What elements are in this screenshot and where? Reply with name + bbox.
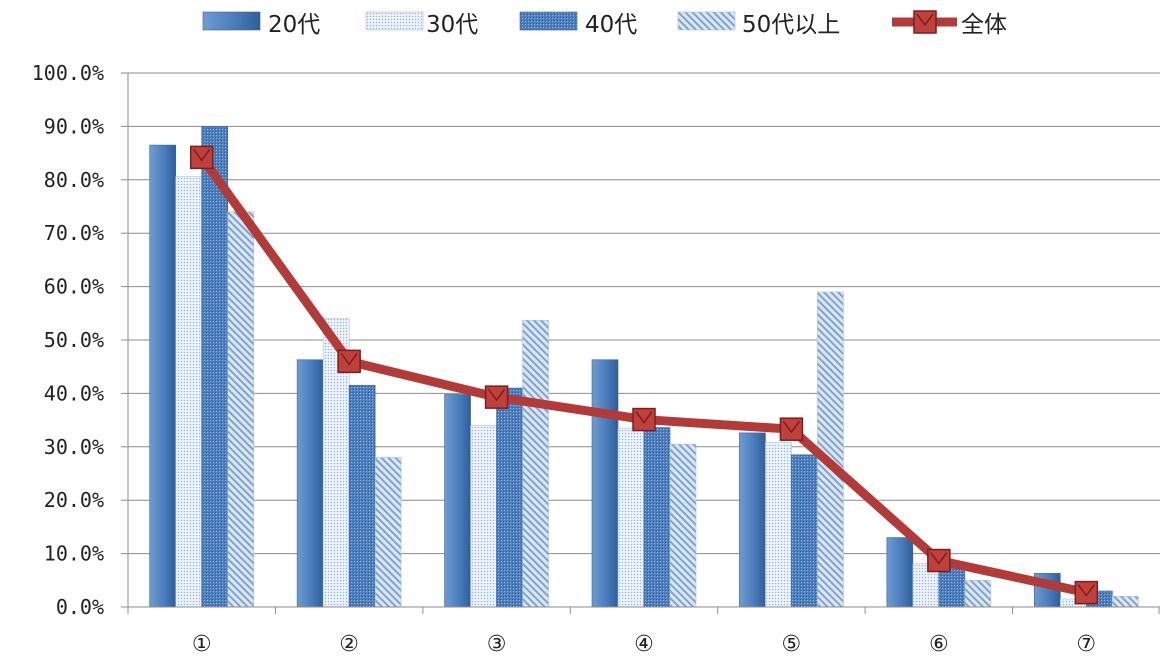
x-tick-label: ② — [339, 632, 359, 657]
bar-20代-⑤ — [739, 432, 766, 608]
legend-label-40代: 40代 — [585, 12, 637, 38]
line-marker-glyph — [340, 352, 358, 366]
bar-40代-③ — [496, 387, 523, 608]
bar-40代-② — [348, 385, 376, 608]
bar-50代以上-③ — [522, 319, 549, 608]
line-marker-glyph — [487, 388, 506, 402]
y-tick-label: 40.0% — [44, 381, 104, 405]
bar-40代-④ — [643, 427, 671, 608]
bar-50代以上-⑤ — [817, 291, 844, 608]
x-tick-label: ① — [192, 632, 212, 657]
y-tick-label: 50.0% — [44, 328, 104, 352]
legend-swatch-50代以上 — [677, 11, 736, 31]
bar-20代-⑥ — [886, 537, 914, 608]
y-tick-label: 90.0% — [44, 114, 104, 138]
y-tick-label: 0.0% — [56, 595, 104, 619]
y-tick-label: 100.0% — [32, 61, 104, 85]
line-marker-glyph — [1077, 584, 1095, 597]
bar-40代-① — [201, 126, 229, 608]
y-tick-label: 10.0% — [44, 542, 104, 566]
x-tick-label: ④ — [634, 632, 654, 657]
legend-marker-glyph — [916, 13, 934, 27]
y-tick-label: 80.0% — [44, 168, 104, 192]
bar-30代-④ — [617, 427, 645, 608]
bar-30代-③ — [470, 425, 497, 608]
y-tick-label: 20.0% — [44, 488, 104, 512]
y-axis: 0.0% 10.0% 20.0% 30.0% 40.0% 50.0% 60.0% 70.0% 8… — [32, 61, 129, 619]
bar-50代以上-⑥ — [964, 579, 992, 608]
bar-20代-② — [296, 359, 324, 608]
bars — [149, 126, 1139, 608]
x-tick-label: ⑦ — [1076, 632, 1096, 657]
bar-20代-④ — [591, 359, 619, 608]
legend-label-50代以上: 50代以上 — [742, 12, 840, 38]
bar-50代以上-⑦ — [1111, 596, 1139, 608]
bar-40代-⑤ — [791, 454, 818, 608]
legend-label-全体: 全体 — [961, 12, 1007, 38]
line-marker-glyph — [635, 411, 653, 424]
y-tick-label: 60.0% — [44, 275, 104, 299]
y-tick-label: 30.0% — [44, 435, 104, 459]
legend: 20代 30代 40代 50代以上 全体 — [202, 10, 1007, 38]
bar-20代-① — [149, 144, 177, 608]
bar-50代以上-① — [227, 211, 255, 608]
x-axis: ① ② ③ ④ ⑤ ⑥ ⑦ — [127, 606, 1160, 657]
legend-swatch-40代 — [519, 11, 578, 31]
bar-30代-⑤ — [765, 442, 792, 608]
legend-swatch-30代 — [365, 11, 424, 31]
total-line — [189, 145, 1099, 605]
legend-swatch-20代 — [202, 11, 261, 31]
x-tick-label: ⑤ — [782, 632, 802, 657]
line-marker-glyph — [782, 420, 801, 434]
bar-30代-① — [175, 176, 203, 608]
line-marker-glyph — [930, 552, 948, 565]
legend-label-30代: 30代 — [426, 12, 478, 38]
bar-20代-③ — [444, 394, 471, 608]
x-tick-label: ③ — [487, 632, 507, 657]
x-tick-label: ⑥ — [929, 632, 949, 657]
bar-50代以上-② — [374, 457, 402, 608]
line-marker-glyph — [193, 148, 211, 162]
y-tick-label: 70.0% — [44, 221, 104, 245]
bar-50代以上-④ — [669, 443, 697, 608]
legend-label-20代: 20代 — [268, 12, 320, 38]
